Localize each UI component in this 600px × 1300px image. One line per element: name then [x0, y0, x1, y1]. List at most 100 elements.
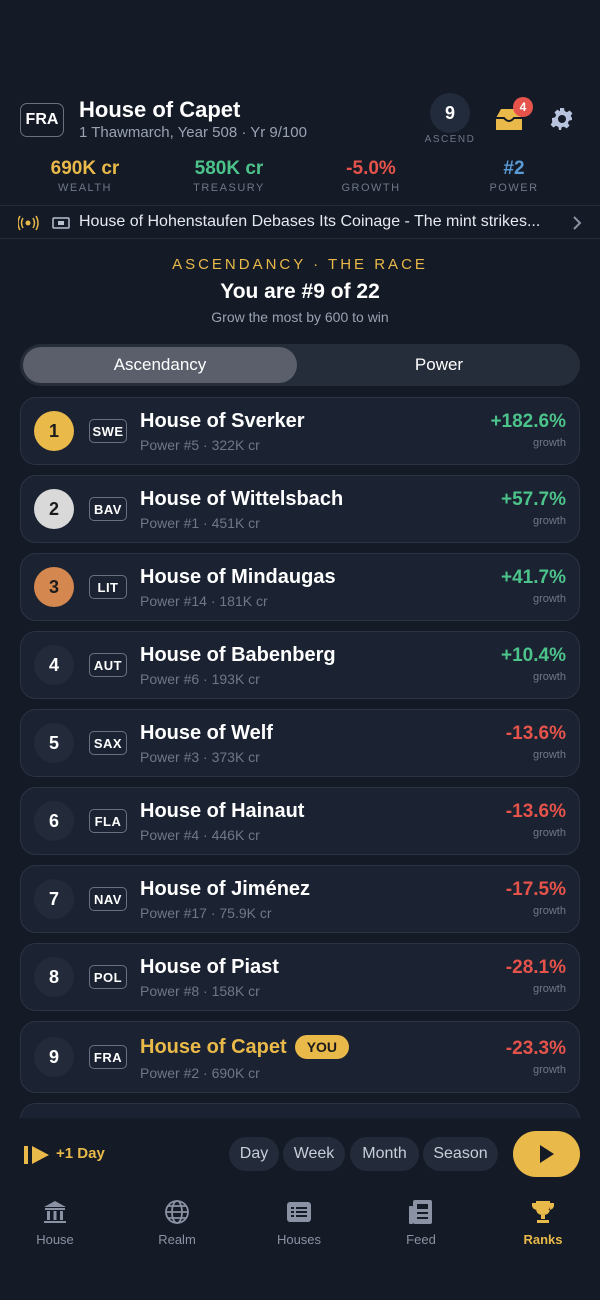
house-title: House of Capet: [79, 97, 241, 122]
speed-button[interactable]: Month: [350, 1137, 419, 1171]
house-meta: Power #1 · 451K cr: [140, 515, 260, 531]
race-kicker: ASCENDANCY · THE RACE: [172, 256, 428, 273]
house-meta: Power #6 · 193K cr: [140, 671, 260, 687]
growth-label: growth: [532, 437, 566, 449]
stat-value: -5.0%: [346, 158, 396, 179]
house-name: House of Piast: [140, 956, 279, 978]
growth-value: +182.6%: [490, 411, 566, 432]
growth-label: growth: [532, 1064, 566, 1076]
nav-item[interactable]: Feed: [376, 1198, 466, 1247]
nav-label: House: [36, 1232, 74, 1247]
growth-value: -13.6%: [505, 723, 566, 744]
house-code: LIT: [89, 575, 127, 599]
stat-label: TREASURY: [193, 182, 265, 194]
step-button[interactable]: +1 Day: [56, 1145, 105, 1162]
house-row[interactable]: 3 LIT House of Mindaugas Power #14 · 181K c…: [20, 553, 580, 621]
name-line: House of Mindaugas: [140, 566, 336, 589]
growth-label: growth: [532, 671, 566, 683]
nav-item[interactable]: House: [10, 1198, 100, 1247]
growth-label: growth: [532, 827, 566, 839]
speed-button[interactable]: Day: [229, 1137, 279, 1171]
house-name: House of Hainaut: [140, 800, 305, 822]
house-row[interactable]: 2 BAV House of Wittelsbach Power #1 · 451K …: [20, 475, 580, 543]
name-line: House of Piast: [140, 956, 279, 979]
notification-badge: 4: [513, 97, 533, 117]
stat-label: POWER: [489, 182, 539, 194]
nav-item[interactable]: Realm: [132, 1198, 222, 1247]
house-name: House of Babenberg: [140, 644, 336, 666]
house-code: SWE: [89, 419, 127, 443]
growth-label: growth: [532, 593, 566, 605]
house-name: House of Capet: [140, 1035, 287, 1058]
growth-label: growth: [532, 749, 566, 761]
stat-label: WEALTH: [57, 182, 113, 194]
country-badge: FRA: [20, 103, 64, 137]
house-name: House of Sverker: [140, 410, 305, 432]
nav-item[interactable]: Houses: [254, 1198, 344, 1247]
house-row[interactable]: 7 NAV House of Jiménez Power #17 · 75.9K cr…: [20, 865, 580, 933]
house-name: House of Jiménez: [140, 878, 311, 900]
house-row[interactable]: 4 AUT House of Babenberg Power #6 · 193K cr…: [20, 631, 580, 699]
speed-button[interactable]: Season: [423, 1137, 498, 1171]
nav-icon: [287, 1202, 311, 1222]
growth-value: -28.1%: [505, 957, 566, 978]
name-line: House of Sverker: [140, 410, 305, 433]
name-line: House of Jiménez: [140, 878, 310, 901]
house-code: POL: [89, 965, 127, 989]
speed-button[interactable]: Week: [283, 1137, 345, 1171]
race-subtitle: Grow the most by 600 to win: [211, 309, 389, 325]
nav-label: Ranks: [523, 1232, 563, 1247]
growth-label: growth: [532, 515, 566, 527]
date-line: 1 Thawmarch, Year 508 · Yr 9/100: [79, 124, 307, 141]
house-meta: Power #17 · 75.9K cr: [140, 905, 272, 921]
house-meta: Power #14 · 181K cr: [140, 593, 268, 609]
house-row[interactable]: 6 FLA House of Hainaut Power #4 · 446K cr -1…: [20, 787, 580, 855]
ticker-icons: [18, 215, 70, 231]
nav-label: Feed: [406, 1232, 436, 1247]
nav-icon: [44, 1201, 66, 1223]
nav-label: Realm: [158, 1232, 196, 1247]
house-row[interactable]: 5 SAX House of Welf Power #3 · 373K cr -13.6…: [20, 709, 580, 777]
ticker-bar[interactable]: [0, 205, 600, 239]
nav-label: Houses: [276, 1232, 322, 1247]
name-line: House of Hainaut: [140, 800, 304, 823]
settings-icon[interactable]: [550, 107, 574, 131]
play-icon: [540, 1145, 554, 1163]
name-line: House of Wittelsbach: [140, 488, 343, 511]
you-tag: YOU: [294, 1035, 350, 1059]
house-meta: Power #3 · 373K cr: [140, 749, 260, 765]
rank-badge: 1: [34, 411, 74, 451]
house-code: FRA: [89, 1045, 127, 1069]
rank-badge: 9: [34, 1037, 74, 1077]
nav-item[interactable]: Ranks: [498, 1198, 588, 1247]
rank-badge: 4: [34, 645, 74, 685]
house-row[interactable]: 8 POL House of Piast Power #8 · 158K cr -28.…: [20, 943, 580, 1011]
growth-value: +41.7%: [501, 567, 566, 588]
house-meta: Power #4 · 446K cr: [140, 827, 260, 843]
house-row[interactable]: [20, 1103, 580, 1118]
growth-label: growth: [532, 983, 566, 995]
house-row[interactable]: 1 SWE House of Sverker Power #5 · 322K cr +1…: [20, 397, 580, 465]
name-line: House of Babenberg: [140, 644, 336, 667]
rank-badge: 5: [34, 723, 74, 763]
nav-icon: [165, 1200, 189, 1224]
house-name: House of Welf: [140, 722, 273, 744]
rank-badge: 3: [34, 567, 74, 607]
stat-value: 580K cr: [194, 158, 264, 179]
stat-value: #2: [503, 158, 525, 179]
step-icon: [24, 1146, 49, 1164]
growth-value: +57.7%: [501, 489, 566, 510]
ascend-label: ASCEND: [424, 134, 476, 145]
rank-badge: 7: [34, 879, 74, 919]
stat-label: GROWTH: [341, 182, 401, 194]
tab[interactable]: Power: [414, 355, 464, 374]
house-code: SAX: [89, 731, 127, 755]
rank-badge: 6: [34, 801, 74, 841]
house-code: FLA: [89, 809, 127, 833]
ascend-button[interactable]: 9: [430, 93, 470, 133]
race-title: You are #9 of 22: [220, 280, 380, 303]
house-row[interactable]: 9 FRA House of Capet YOU Power #2 · 690K cr -…: [20, 1021, 580, 1093]
tab-active[interactable]: Ascendancy: [23, 347, 297, 383]
